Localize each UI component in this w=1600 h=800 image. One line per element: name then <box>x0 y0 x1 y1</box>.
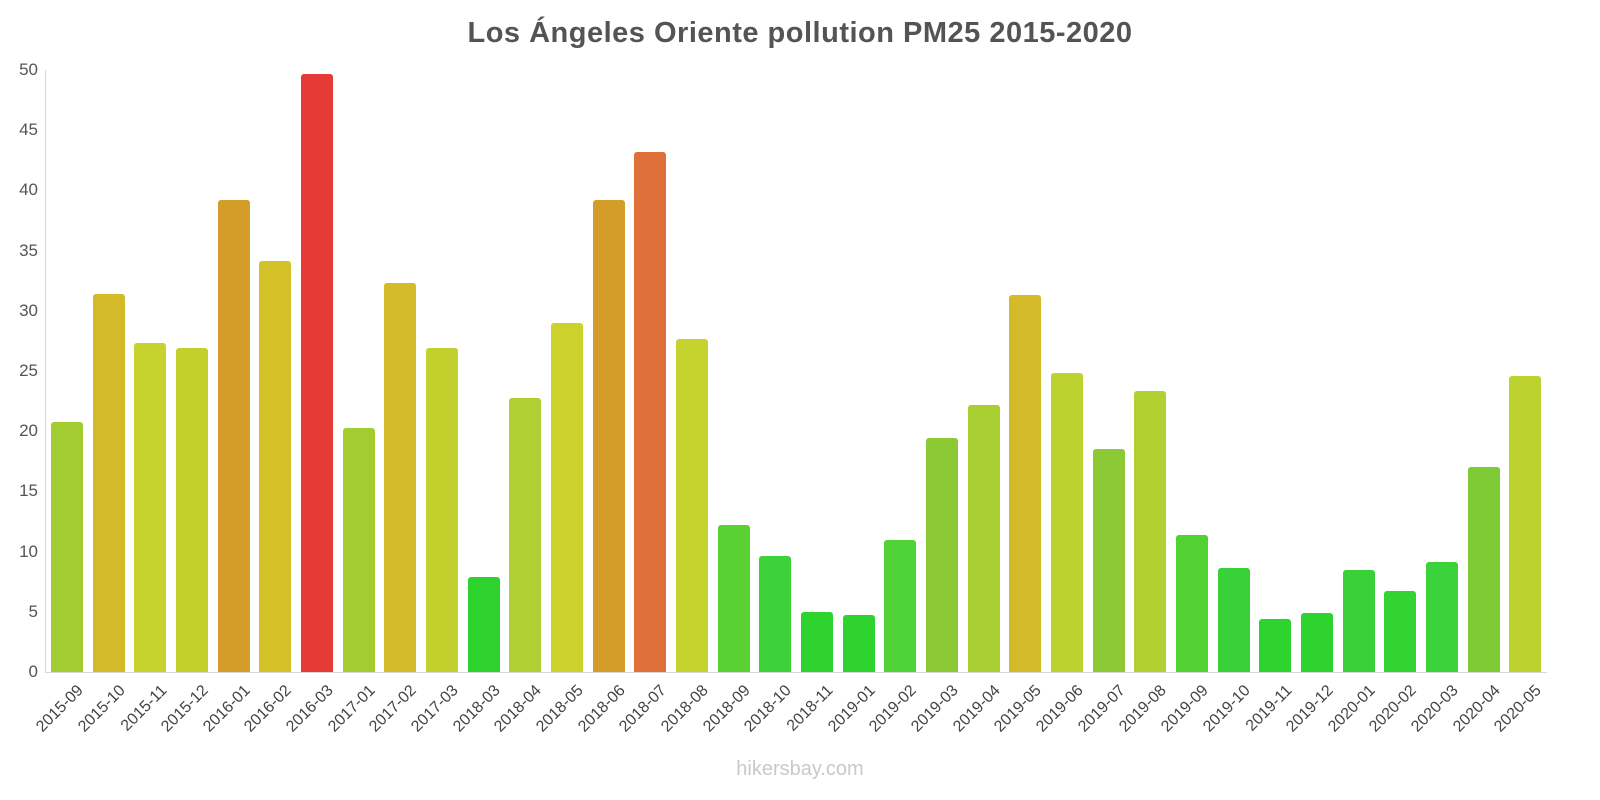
bar-2016-01[interactable] <box>217 200 250 672</box>
bar-2019-03[interactable] <box>925 438 958 672</box>
y-axis-tick-label: 25 <box>19 361 38 380</box>
bar-2019-06[interactable] <box>1050 373 1083 672</box>
bar-2015-12[interactable] <box>175 348 208 672</box>
plot-area <box>46 70 1546 672</box>
bar-2019-11[interactable] <box>1259 619 1292 672</box>
bar-2019-08[interactable] <box>1134 391 1167 672</box>
bar-2020-01[interactable] <box>1342 569 1375 672</box>
bar-2019-01[interactable] <box>842 615 875 672</box>
bar-2015-09[interactable] <box>50 421 83 672</box>
y-axis-tick-label: 0 <box>28 662 38 681</box>
bar-2018-07[interactable] <box>634 151 667 672</box>
bar-2019-04[interactable] <box>967 404 1000 672</box>
bar-2020-03[interactable] <box>1425 562 1458 672</box>
bar-2015-11[interactable] <box>134 343 167 672</box>
y-axis-tick-label: 20 <box>19 421 38 441</box>
bar-2016-02[interactable] <box>259 261 292 672</box>
bar-2018-08[interactable] <box>675 338 708 672</box>
chart-title: Los Ángeles Oriente pollution PM25 2015-… <box>467 17 1133 49</box>
bar-2019-07[interactable] <box>1092 449 1125 672</box>
y-axis-tick-label: 30 <box>19 300 38 320</box>
bar-2018-11[interactable] <box>800 611 833 672</box>
bar-2017-03[interactable] <box>425 348 458 672</box>
bar-2019-09[interactable] <box>1175 534 1208 672</box>
bar-2018-06[interactable] <box>592 200 625 672</box>
bar-2018-04[interactable] <box>509 397 542 672</box>
bar-2018-03[interactable] <box>467 576 500 672</box>
y-axis-tick-label: 45 <box>19 120 38 140</box>
y-axis-tick-label: 5 <box>28 601 38 621</box>
bar-2018-05[interactable] <box>550 322 583 672</box>
bar-2020-05[interactable] <box>1509 375 1542 672</box>
bar-2018-10[interactable] <box>759 556 792 672</box>
bar-2020-02[interactable] <box>1384 591 1417 672</box>
bar-2019-05[interactable] <box>1009 295 1042 672</box>
bar-2019-10[interactable] <box>1217 568 1250 672</box>
y-axis-tick-label: 35 <box>19 240 38 260</box>
x-axis-line <box>45 672 1547 673</box>
y-axis-line <box>45 70 46 673</box>
bar-2015-10[interactable] <box>92 293 125 672</box>
bar-2019-02[interactable] <box>884 539 917 672</box>
bar-2016-03[interactable] <box>300 73 333 672</box>
y-axis-tick-label: 40 <box>19 180 38 200</box>
credits-link[interactable]: hikersbay.com <box>736 758 864 780</box>
bar-2017-01[interactable] <box>342 427 375 672</box>
bar-2020-04[interactable] <box>1467 467 1500 672</box>
y-axis-tick-label: 15 <box>19 481 38 501</box>
bar-2017-02[interactable] <box>384 283 417 672</box>
bar-2018-09[interactable] <box>717 525 750 672</box>
y-axis-tick-label: 10 <box>19 541 38 561</box>
y-axis-tick-label: 50 <box>19 60 38 79</box>
bar-2019-12[interactable] <box>1300 613 1333 672</box>
